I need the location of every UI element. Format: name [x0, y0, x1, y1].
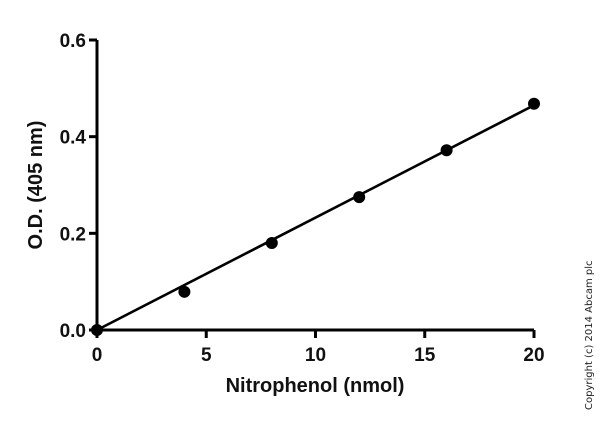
x-tick-label: 10: [305, 345, 326, 366]
data-point: [265, 237, 278, 249]
x-tick-label: 15: [414, 345, 436, 366]
x-tick-label: 20: [523, 345, 544, 366]
copyright-text: Copyright (c) 2014 Abcam plc: [584, 260, 595, 410]
x-tick-label: 0: [92, 345, 103, 366]
y-tick-label: 0.6: [60, 31, 86, 52]
data-point: [178, 285, 191, 298]
data-point: [528, 97, 540, 110]
x-tick-label: 5: [201, 345, 212, 366]
fit-line: [96, 104, 535, 332]
x-axis: 0 5 10 15 20: [92, 328, 545, 366]
data-point: [91, 324, 103, 336]
y-tick-label: 0.0: [60, 321, 86, 342]
data-point: [353, 191, 366, 204]
copyright-notice: Copyright (c) 2014 Abcam plc: [584, 230, 598, 421]
y-axis-title: O.D. (405 nm): [25, 121, 47, 250]
data-point: [440, 144, 453, 157]
y-axis: 0.0 0.2 0.4 0.6: [60, 31, 99, 342]
y-tick-label: 0.2: [60, 224, 86, 245]
x-axis-title: Nitrophenol (nmol): [226, 375, 405, 397]
data-points: [91, 97, 540, 336]
y-tick-label: 0.4: [60, 128, 87, 149]
